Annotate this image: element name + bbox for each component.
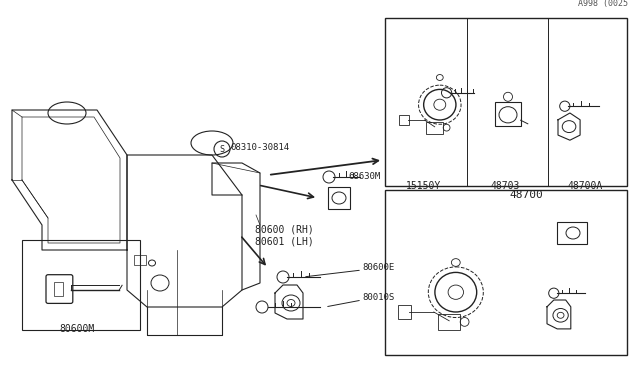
Text: 08310-30814: 08310-30814 [230, 143, 289, 152]
Text: 15150Y: 15150Y [405, 181, 440, 191]
Text: 80600 (RH): 80600 (RH) [255, 225, 314, 235]
Text: 80600E: 80600E [362, 263, 394, 272]
Text: 48700: 48700 [509, 190, 543, 200]
Bar [399, 115, 409, 125]
Bar [328, 187, 350, 209]
Text: 80601 (LH): 80601 (LH) [255, 237, 314, 247]
Text: 80010S: 80010S [362, 292, 394, 301]
Text: 48703: 48703 [490, 181, 520, 191]
Bar [22, 240, 140, 330]
Text: 80600M: 80600M [60, 324, 95, 334]
Bar [397, 305, 411, 318]
Bar [54, 282, 63, 296]
Text: 68630M: 68630M [348, 172, 380, 181]
Bar [438, 314, 460, 330]
Bar [134, 255, 146, 265]
Text: S: S [220, 144, 225, 154]
Bar [385, 18, 627, 186]
Bar [495, 102, 520, 126]
Bar [557, 222, 587, 244]
Text: A998 (0025: A998 (0025 [578, 0, 628, 8]
Bar [385, 190, 627, 355]
Bar [426, 122, 443, 134]
Text: 48700A: 48700A [568, 181, 603, 191]
